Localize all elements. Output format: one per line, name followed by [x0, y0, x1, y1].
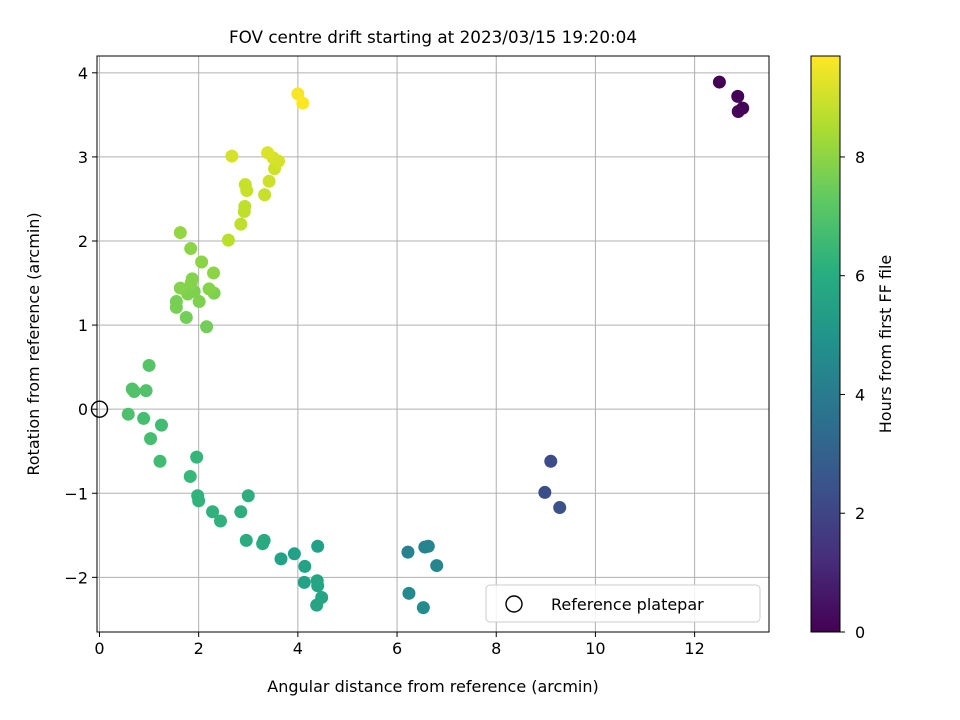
legend-marker-icon	[505, 595, 523, 613]
data-point	[256, 537, 270, 551]
colorbar-ticks: 0 2 4 6 8	[840, 148, 865, 642]
y-axis-label: Rotation from reference (arcmin)	[24, 212, 43, 475]
x-tick-label: 8	[491, 639, 501, 658]
data-point	[241, 489, 255, 503]
y-axis-ticks: −2 −1 0 1 2 3 4	[64, 64, 97, 587]
data-point	[310, 598, 324, 612]
data-point	[238, 178, 252, 192]
data-point	[173, 226, 187, 240]
colorbar-tick-label: 2	[855, 504, 865, 523]
data-point	[225, 149, 239, 163]
data-point	[274, 552, 288, 566]
reference-platepar-marker	[90, 400, 109, 418]
x-tick-label: 6	[392, 639, 402, 658]
x-axis-ticks: 0 2 4 6 8 10 12	[94, 632, 705, 658]
data-point	[183, 469, 197, 483]
data-point	[144, 432, 158, 446]
data-point	[185, 272, 199, 286]
data-point	[311, 539, 325, 553]
data-point	[137, 411, 151, 425]
data-point	[416, 601, 430, 615]
legend-label: Reference platepar	[551, 595, 704, 614]
x-axis-label: Angular distance from reference (arcmin)	[267, 677, 598, 696]
scatter-points	[121, 75, 750, 615]
x-tick-label: 10	[585, 639, 605, 658]
data-point	[173, 281, 187, 295]
data-point	[190, 450, 204, 464]
data-point	[544, 454, 558, 468]
data-point	[200, 320, 214, 334]
colorbar-tick-label: 8	[855, 148, 865, 167]
colorbar-label: Hours from first FF file	[876, 255, 895, 434]
y-tick-label: 3	[78, 148, 88, 167]
data-point	[311, 579, 325, 593]
data-point	[213, 514, 227, 528]
data-point	[207, 266, 221, 280]
legend: Reference platepar	[485, 584, 761, 623]
plot-frame	[96, 55, 770, 633]
data-point	[221, 233, 235, 247]
y-tick-label: 1	[78, 316, 88, 335]
data-point	[206, 505, 220, 519]
data-point	[184, 242, 198, 256]
data-point	[169, 295, 183, 309]
y-tick-label: −1	[64, 484, 88, 503]
colorbar-tick-label: 0	[855, 623, 865, 642]
data-point	[153, 454, 167, 468]
data-point	[234, 217, 248, 231]
data-point	[287, 547, 301, 561]
data-point	[731, 89, 745, 103]
data-point	[430, 559, 444, 573]
data-point	[154, 418, 168, 432]
data-point	[553, 501, 567, 515]
data-point	[258, 188, 272, 202]
data-point	[142, 358, 156, 372]
data-point	[192, 295, 206, 309]
legend-box	[485, 584, 761, 623]
data-point	[712, 75, 726, 89]
colorbar-tick-label: 6	[855, 267, 865, 286]
data-point	[297, 575, 311, 589]
data-point	[195, 255, 209, 269]
x-tick-label: 4	[293, 639, 303, 658]
y-tick-label: 2	[78, 232, 88, 251]
colorbar	[810, 55, 841, 633]
data-point	[262, 174, 276, 188]
data-point	[261, 146, 275, 160]
x-tick-label: 0	[94, 639, 104, 658]
y-tick-label: −2	[64, 568, 88, 587]
data-point	[234, 505, 248, 519]
data-point	[401, 545, 415, 559]
x-tick-label: 2	[194, 639, 204, 658]
y-tick-label: 0	[78, 400, 88, 419]
data-point	[127, 385, 141, 399]
data-point	[179, 311, 193, 325]
data-point	[239, 533, 253, 547]
data-point	[538, 485, 552, 499]
data-point	[402, 586, 416, 600]
data-point	[238, 200, 252, 214]
x-tick-label: 12	[684, 639, 704, 658]
data-point	[731, 104, 745, 118]
data-point	[296, 96, 310, 110]
data-point	[298, 559, 312, 573]
chart-title: FOV centre drift starting at 2023/03/15 …	[229, 27, 637, 47]
y-tick-label: 4	[78, 64, 88, 83]
data-point	[202, 282, 216, 296]
data-point	[421, 539, 435, 553]
data-point	[121, 407, 135, 421]
data-point	[192, 494, 206, 508]
colorbar-tick-label: 4	[855, 385, 865, 404]
data-point	[139, 384, 153, 398]
